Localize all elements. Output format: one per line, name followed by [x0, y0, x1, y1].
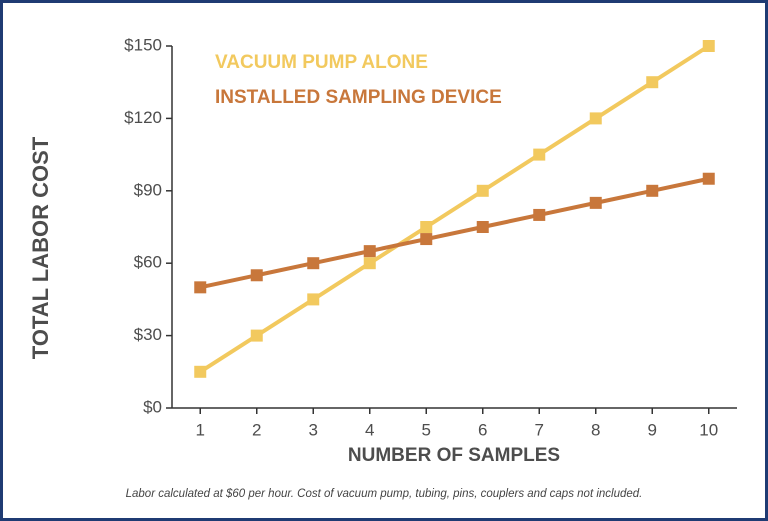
x-tick-label: 5 [422, 420, 431, 439]
marker [476, 184, 489, 197]
marker [646, 184, 659, 197]
marker [476, 221, 489, 233]
x-tick-label: 1 [196, 420, 205, 439]
marker [250, 269, 263, 282]
marker [702, 40, 715, 52]
marker [363, 245, 376, 258]
series-line [199, 176, 710, 290]
y-tick-label: $120 [124, 108, 162, 127]
marker [307, 257, 320, 270]
x-tick-label: 8 [591, 420, 600, 439]
series-line [199, 44, 710, 374]
marker [363, 257, 376, 270]
y-tick-label: $90 [134, 180, 162, 199]
marker [420, 221, 433, 233]
x-tick-label: 9 [648, 420, 657, 439]
y-tick-label: $150 [124, 35, 162, 54]
marker [194, 365, 207, 378]
x-tick-label: 4 [365, 420, 374, 439]
marker [250, 329, 263, 342]
chart: TOTAL LABOR COST NUMBER OF SAMPLES Labor… [28, 35, 737, 500]
legend-label: VACUUM PUMP ALONE [215, 52, 428, 73]
marker [533, 148, 546, 161]
marker [307, 293, 320, 306]
marker [702, 172, 715, 185]
marker [589, 112, 602, 125]
x-tick-label: 2 [252, 420, 261, 439]
marker [589, 196, 602, 209]
x-tick-label: 6 [478, 420, 487, 439]
marker [194, 281, 207, 294]
legend-label: INSTALLED SAMPLING DEVICE [215, 87, 502, 108]
y-axis-title: TOTAL LABOR COST [28, 136, 53, 359]
footnote: Labor calculated at $60 per hour. Cost o… [126, 488, 643, 500]
y-tick-label: $0 [143, 397, 162, 416]
x-axis-title: NUMBER OF SAMPLES [348, 445, 560, 466]
x-tick-label: 10 [699, 420, 718, 439]
y-tick-label: $60 [134, 253, 162, 272]
marker [533, 208, 546, 221]
marker [420, 233, 433, 246]
marker [646, 76, 659, 89]
x-tick-label: 7 [535, 420, 544, 439]
x-tick-label: 3 [309, 420, 318, 439]
y-tick-label: $30 [134, 325, 162, 344]
